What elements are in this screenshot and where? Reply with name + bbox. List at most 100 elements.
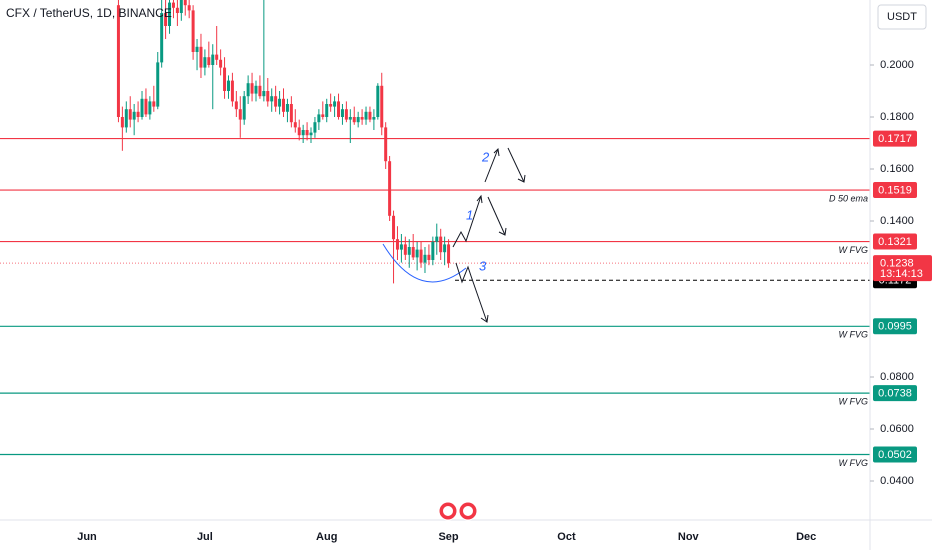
currency-box[interactable] (877, 4, 927, 30)
candle-body (309, 132, 313, 136)
candle-body (195, 46, 199, 52)
candle-body (168, 2, 172, 26)
candle-body (380, 85, 384, 128)
candle-body (144, 98, 148, 115)
level-annotation: D 50 ema (829, 193, 868, 203)
event-icon-inner (443, 506, 453, 516)
level-label: 0.1321 (878, 236, 912, 248)
x-tick-label: Jun (77, 531, 97, 543)
candle-body (368, 111, 372, 120)
candle-body (329, 104, 333, 107)
candle-body (164, 13, 168, 26)
candle-body (230, 80, 234, 102)
y-tick-label: 0.0400 (880, 475, 914, 487)
candle-body (278, 98, 282, 107)
arrow (507, 147, 525, 183)
candle-body (435, 236, 439, 242)
price-scale: 0.2000 0.1800 0.1600 0.1400 0.0800 0.0600 0.04… (869, 0, 932, 550)
candle-body (431, 241, 435, 260)
x-tick-label: Aug (316, 531, 337, 543)
curve (382, 243, 467, 283)
candle-body (407, 247, 411, 255)
candle-body (246, 83, 250, 97)
candle-body (403, 244, 407, 255)
candle-body (234, 101, 238, 110)
candle-body (242, 96, 246, 120)
last-price-label: 0.1238 (880, 258, 914, 270)
y-tick-label: 0.2000 (880, 59, 914, 71)
candle-body (427, 254, 431, 260)
candle-body (175, 7, 179, 13)
event-icons (438, 501, 478, 521)
candle-body (266, 91, 270, 102)
candle-body (207, 57, 211, 65)
candle-body (447, 244, 451, 264)
drawings (382, 147, 526, 323)
candle-body (226, 80, 230, 91)
level-label: 0.0502 (878, 449, 912, 461)
x-tick-label: Dec (796, 531, 816, 543)
level-box (873, 182, 917, 199)
candle-body (274, 96, 278, 107)
candle-body (285, 104, 289, 112)
candle-body (392, 215, 396, 240)
candle-body (317, 114, 321, 123)
candle-body (187, 5, 191, 11)
candle-body (439, 236, 443, 253)
candle-body (179, 0, 183, 13)
candle-body (171, 2, 175, 8)
candle-body (348, 117, 352, 120)
arrow (452, 195, 482, 248)
candle-body (293, 122, 297, 128)
candle-body (356, 117, 360, 123)
candle-body (344, 109, 348, 120)
candle-body (313, 122, 317, 133)
candle-body (238, 109, 242, 120)
candle-body (136, 111, 140, 117)
candle-body (352, 117, 356, 123)
level-label: 0.1717 (878, 133, 912, 145)
candle-body (419, 249, 423, 263)
candle-body (120, 117, 124, 128)
last-price-box (873, 255, 932, 282)
candle-body (340, 109, 344, 117)
candle-body (337, 101, 341, 117)
candle-body (140, 98, 144, 117)
candle-body (191, 10, 195, 52)
candle-body (360, 117, 364, 120)
arrowhead (517, 174, 526, 183)
candle-body (156, 62, 160, 107)
candle-body (388, 161, 392, 216)
time-axis: Jun Jul Aug Sep Oct Nov Dec (0, 519, 932, 543)
candle-body (415, 249, 419, 258)
arrowhead (480, 314, 489, 323)
candle-body (411, 247, 415, 258)
level-label: 0.1519 (878, 184, 912, 196)
candle-body (376, 85, 380, 117)
y-tick-label: 0.1600 (880, 163, 914, 175)
x-tick-label: Jul (197, 531, 213, 543)
currency[interactable]: USDT (887, 11, 917, 23)
candle-body (116, 5, 120, 118)
arrowhead (476, 194, 483, 204)
candle-body (211, 54, 215, 65)
arrow (487, 196, 506, 236)
candle-body (372, 117, 376, 120)
candle-body (270, 96, 274, 102)
candle-body (254, 85, 258, 94)
candle-body (333, 101, 337, 107)
candle-body (203, 57, 207, 68)
arrow (484, 148, 499, 183)
candle-body (128, 109, 132, 120)
candle-body (305, 130, 309, 136)
y-tick-label: 0.1400 (880, 215, 914, 227)
arrowhead (498, 227, 507, 236)
candle-body (250, 83, 254, 94)
candle-body (262, 91, 266, 97)
candle-body (395, 239, 399, 250)
level-annotation: W FVG (839, 330, 869, 340)
candle-body (148, 101, 152, 115)
candle-body (384, 127, 388, 162)
